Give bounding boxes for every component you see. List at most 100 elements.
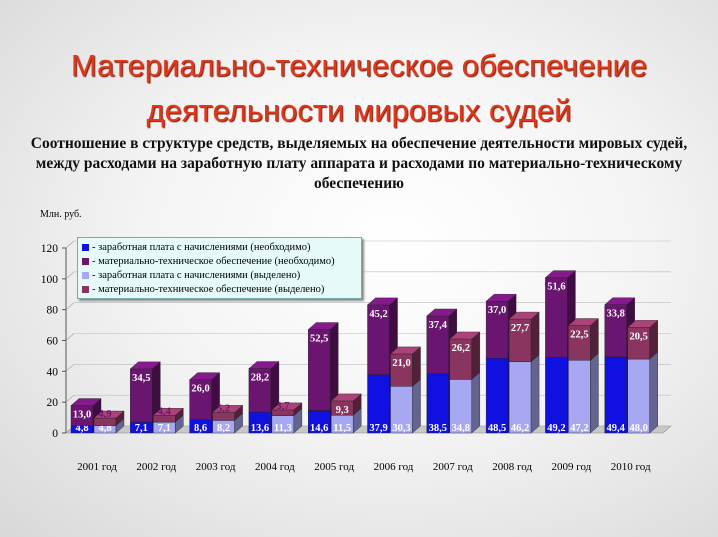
data-label: 4,4 [158,406,172,417]
x-tick-label: 2003 год [196,461,236,473]
y-axis-unit-label: Млн. руб. [40,209,82,220]
bar-needed-material-top [70,398,102,406]
bar-needed-material-top [426,308,458,317]
bar-allocated-material-top [567,318,599,326]
bar-needed-material-top [604,297,636,305]
bar-allocated-material-top [449,331,481,340]
legend-label: - заработная плата с начислениями (выдел… [92,269,301,281]
x-tick-label: 2006 год [374,461,414,473]
data-label: 34,5 [132,373,150,384]
bar-needed-salary [604,356,627,434]
bar-allocated-material-side [471,331,480,380]
gridline-depth [65,394,75,403]
bar-allocated-material-top [152,408,184,416]
gridline-depth [65,240,75,249]
y-tick-label: 100 [41,274,59,286]
data-label: 46,2 [511,423,529,434]
x-tick-label: 2005 год [314,461,354,473]
bar-needed-material-top [366,297,399,306]
bar-allocated-material-top [212,405,244,413]
bar-needed-salary [545,356,568,434]
y-tick-label: 20 [47,397,59,409]
data-label: 49,4 [607,423,626,434]
data-label: 13,6 [251,423,269,434]
bar-allocated-material-top [508,311,540,320]
data-label: 26,0 [191,384,209,395]
data-label: 26,2 [452,343,470,354]
x-tick-label: 2009 год [552,461,592,473]
legend-entry: - заработная плата с начислениями (необх… [82,240,357,254]
data-label: 37,4 [429,320,448,331]
bar-allocated-salary-side [649,351,658,434]
data-label: 30,3 [392,423,410,434]
bar-allocated-material-top [330,393,362,402]
data-label: 51,6 [547,282,565,293]
data-label: 20,5 [630,331,648,342]
title-line-1: Материально-техническое обеспечение [70,48,648,83]
bar-allocated-material-side [530,311,540,363]
legend-entry: - материально-техническое обеспечение (в… [82,282,357,296]
data-label: 47,2 [570,423,588,434]
legend-entry: - материально-техническое обеспечение (н… [82,254,357,268]
legend-label: - материально-техническое обеспечение (в… [92,283,325,295]
data-label: 37,0 [488,305,506,316]
legend-label: - материально-техническое обеспечение (н… [92,255,335,267]
bar-allocated-material-top [93,410,125,419]
bar-allocated-material-top [271,402,303,411]
data-label: 13,0 [73,410,91,421]
data-label: 28,2 [251,373,269,384]
legend-swatch [82,285,89,293]
chart-subtitle: Соотношение в структуре средств, выделяе… [30,135,688,192]
bar-needed-material-top [307,322,339,330]
data-label: 21,0 [392,358,410,369]
bar-allocated-salary-side [590,352,599,434]
data-label: 11,3 [274,423,292,434]
x-tick-label: 2008 год [492,461,532,473]
x-tick-label: 2004 год [255,461,295,473]
data-label: 34,8 [452,423,470,434]
data-label: 7,1 [135,423,148,434]
bar-allocated-salary-side [530,354,540,434]
data-label: 52,5 [310,334,328,345]
data-label: 8,2 [217,423,230,434]
data-label: 22,5 [570,330,588,341]
x-tick-label: 2002 год [136,461,176,473]
legend-swatch [82,257,89,265]
bar-needed-material-top [189,372,221,380]
bar-needed-material-top [544,270,576,278]
bar-needed-salary [485,358,509,434]
bar-allocated-salary-side [471,371,480,434]
data-label: 49,2 [547,423,565,434]
data-label: 37,9 [369,423,387,434]
data-label: 4,9 [98,409,111,420]
data-label: 7,1 [158,423,171,434]
y-tick-label: 120 [41,243,59,255]
y-tick-label: 0 [52,428,58,440]
data-label: 5,2 [217,403,230,414]
x-tick-label: 2010 год [611,461,651,473]
bar-needed-material-top [248,361,280,369]
data-label: 9,3 [336,405,349,416]
data-label: 45,2 [369,309,387,320]
legend-swatch [82,243,89,251]
bar-needed-material-top [485,293,517,302]
data-label: 48,5 [488,423,506,434]
title-line-2: деятельности мировых судей [146,93,572,128]
data-label: 27,7 [511,323,529,334]
chart-legend: - заработная плата с начислениями (необх… [77,237,362,299]
data-label: 4,8 [98,423,111,434]
bar-allocated-material-top [389,346,422,355]
data-label: 38,5 [429,423,447,434]
data-label: 11,5 [333,423,351,434]
x-tick-label: 2001 год [77,461,117,473]
y-tick-label: 60 [47,336,59,348]
data-label: 48,0 [630,423,648,434]
gridline-depth [65,364,75,372]
data-label: 8,6 [194,423,207,434]
legend-label: - заработная плата с начислениями (необх… [92,241,311,253]
y-tick-label: 80 [47,305,59,317]
legend-entry: - заработная плата с начислениями (выдел… [82,268,357,282]
gridline-depth [65,271,75,280]
bar-allocated-material-top [627,320,659,328]
